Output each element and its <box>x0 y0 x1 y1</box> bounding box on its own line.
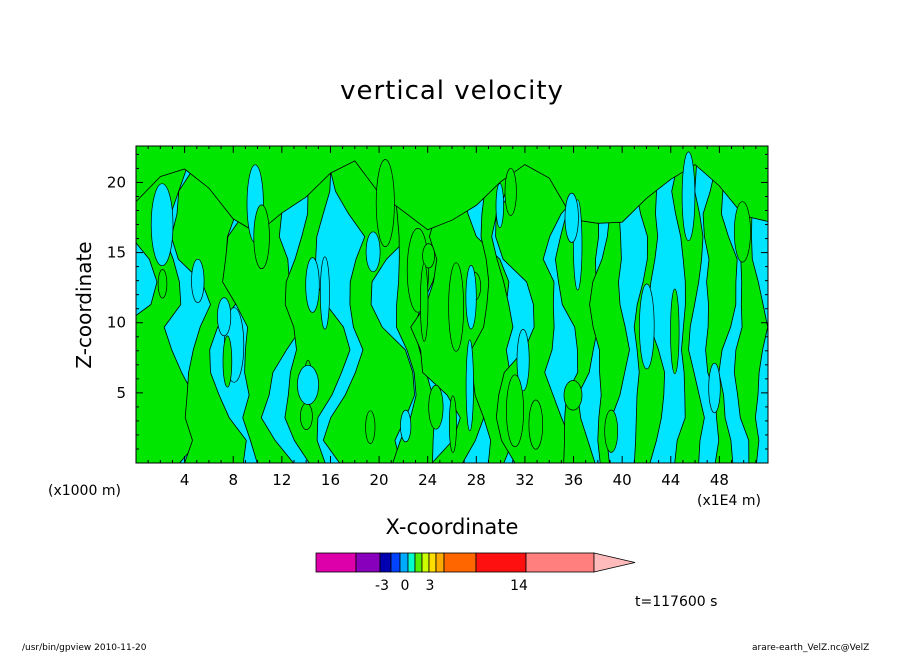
colorbar-swatch <box>379 552 392 573</box>
velocity-cell <box>639 283 655 370</box>
colorbar-label: 0 <box>401 578 410 594</box>
colorbar-label: 3 <box>426 578 435 594</box>
velocity-cell <box>495 183 504 228</box>
colorbar-swatch <box>414 552 423 573</box>
updraft-region <box>733 146 768 463</box>
x-tick-label: 12 <box>272 471 291 489</box>
velocity-cell <box>365 231 381 273</box>
y-tick-label: 20 <box>107 173 126 191</box>
velocity-cell <box>222 335 233 388</box>
x-tick-label: 36 <box>564 471 583 489</box>
velocity-cell <box>297 364 319 405</box>
velocity-cell <box>506 374 524 448</box>
colorbar-swatch <box>399 552 409 573</box>
colorbar-swatch <box>315 552 357 573</box>
colorbar-swatch <box>421 552 430 573</box>
updraft-region <box>589 146 630 463</box>
velocity-cell <box>563 380 583 411</box>
colorbar-swatch <box>428 552 437 573</box>
updraft-region <box>671 146 705 463</box>
velocity-cell <box>191 258 205 303</box>
x-tick-label: 44 <box>661 471 680 489</box>
colorbar-swatch <box>525 552 595 573</box>
colorbar-swatch <box>443 552 477 573</box>
footer-program-date: /usr/bin/gpview 2010-11-20 <box>22 643 147 653</box>
velocity-cell <box>217 297 232 337</box>
chart-title: vertical velocity <box>340 76 564 106</box>
x-tick-label: 24 <box>418 471 437 489</box>
velocity-cell <box>504 167 517 216</box>
velocity-cell <box>465 265 477 330</box>
x-tick-label: 28 <box>467 471 486 489</box>
velocity-cell <box>604 409 619 453</box>
velocity-cell <box>465 339 474 432</box>
velocity-cell <box>400 409 412 443</box>
colorbar-label: -3 <box>375 578 389 594</box>
x-tick-label: 20 <box>370 471 389 489</box>
velocity-cell <box>420 263 429 342</box>
x-tick-label: 32 <box>515 471 534 489</box>
time-label: t=117600 s <box>635 594 718 610</box>
x-tick-label: 4 <box>180 471 190 489</box>
velocity-cell <box>448 395 457 453</box>
y-tick-label: 10 <box>107 314 126 332</box>
velocity-cell <box>300 402 313 430</box>
colorbar-swatch <box>407 552 416 573</box>
x-tick-label: 40 <box>613 471 632 489</box>
y-tick-label: 5 <box>116 384 126 402</box>
colorbar-swatch <box>475 552 527 573</box>
velocity-cell <box>319 256 330 330</box>
velocity-cell <box>708 362 721 414</box>
velocity-cell <box>528 399 544 450</box>
footer-source-file: arare-earth_VelZ.nc@VelZ <box>752 643 870 653</box>
updraft-region <box>222 146 303 463</box>
velocity-cell <box>365 410 376 444</box>
x-tick-label: 48 <box>710 471 729 489</box>
colorbar-label: 14 <box>510 578 528 594</box>
y-axis-multiplier: (x1000 m) <box>48 483 121 499</box>
colorbar: -3 0 3 14 <box>315 552 636 594</box>
updraft-region <box>170 146 247 463</box>
colorbar-swatch <box>435 552 445 573</box>
x-axis-multiplier: (x1E4 m) <box>697 493 761 509</box>
colorbar-extension-arrow <box>593 552 636 573</box>
velocity-cell <box>733 201 751 263</box>
velocity-cell <box>305 257 320 313</box>
velocity-cell <box>422 243 435 269</box>
velocity-cell <box>670 288 680 375</box>
velocity-cell <box>150 183 174 267</box>
velocity-cell <box>564 192 579 243</box>
velocity-cell <box>448 262 464 352</box>
x-tick-label: 8 <box>228 471 238 489</box>
x-axis-label: X-coordinate <box>385 515 519 539</box>
velocity-cell <box>428 384 444 430</box>
velocity-cell <box>157 269 168 299</box>
velocity-field <box>136 146 768 463</box>
y-tick-label: 15 <box>107 244 126 262</box>
x-tick-label: 16 <box>321 471 340 489</box>
colorbar-swatch <box>355 552 381 573</box>
velocity-cell <box>375 159 395 248</box>
velocity-cell <box>253 204 270 270</box>
colorbar-swatch <box>390 552 401 573</box>
velocity-cell <box>516 329 530 392</box>
velocity-cell <box>681 151 696 242</box>
updraft-band <box>136 146 768 234</box>
